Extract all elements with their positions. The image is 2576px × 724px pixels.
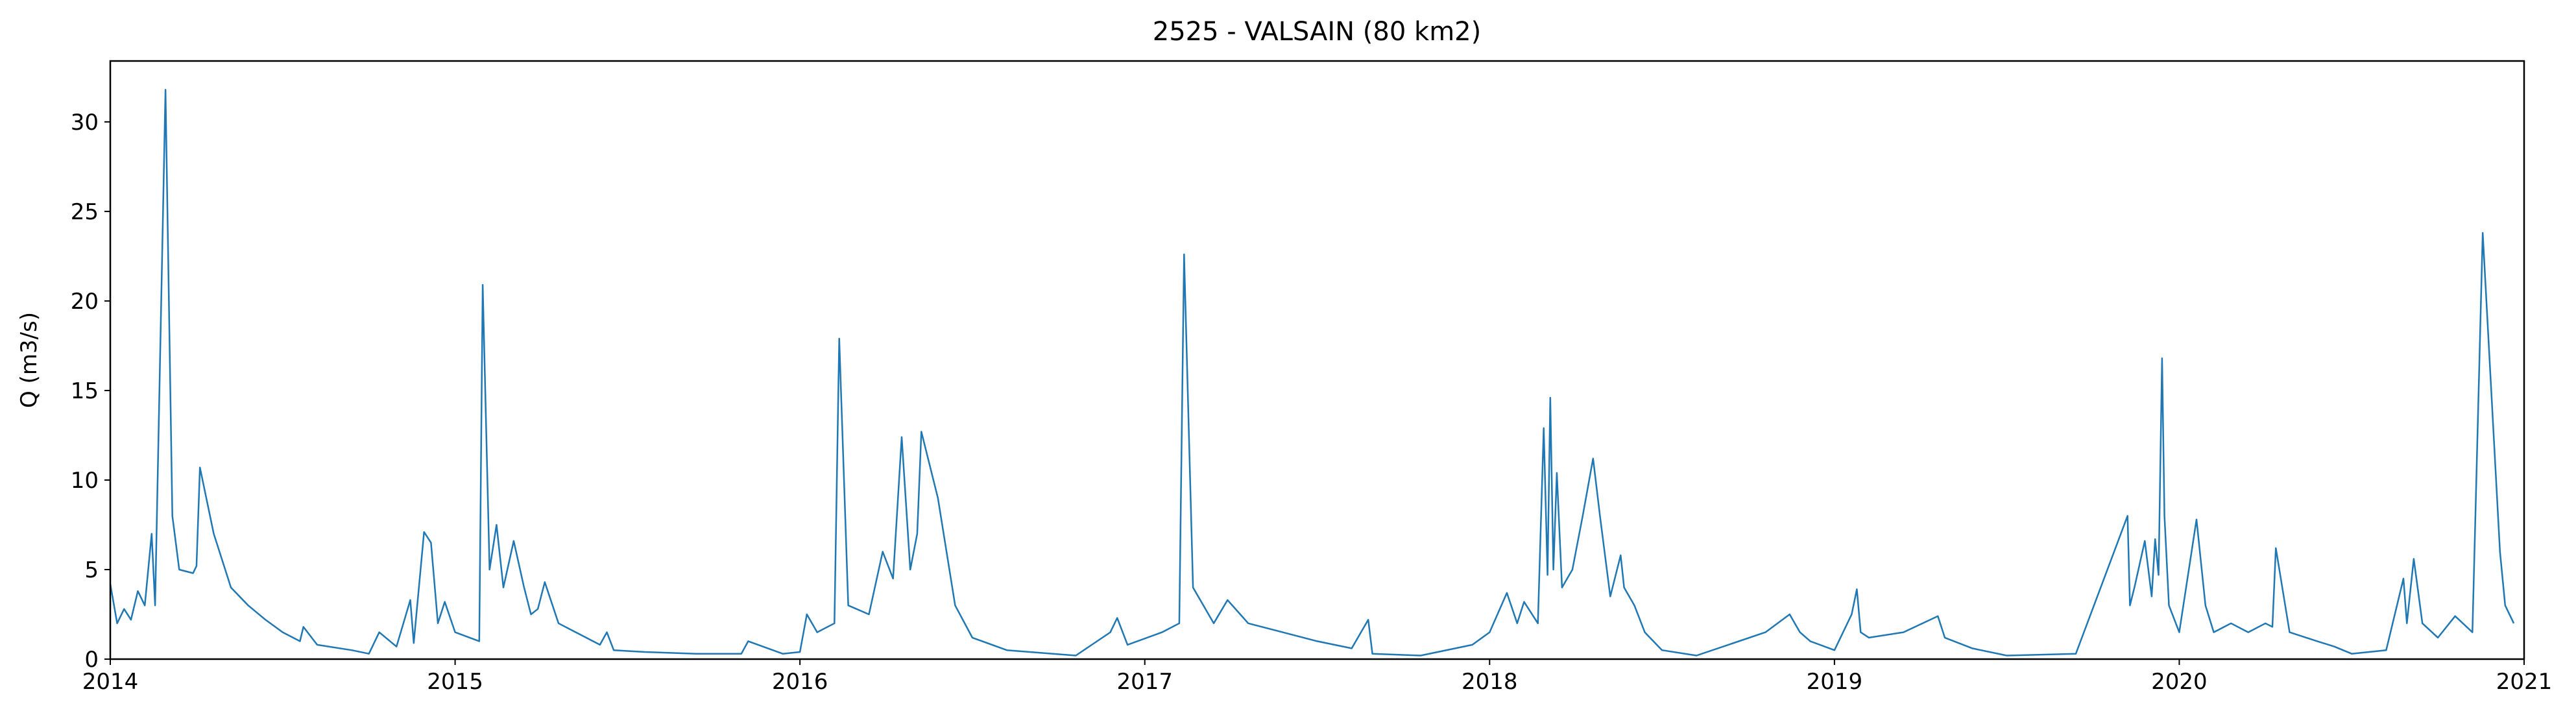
plot-frame [109,60,2525,660]
y-tick-label: 30 [71,110,99,136]
y-tick-label: 15 [71,378,99,404]
y-tick-label: 20 [71,289,99,315]
y-tick-label: 25 [71,199,99,225]
x-tick-label: 2016 [772,669,828,695]
y-tick-label: 5 [84,557,99,583]
x-tick-label: 2019 [1807,669,1863,695]
chart-title: 2525 - VALSAIN (80 km2) [1153,17,1481,47]
x-tick-label: 2021 [2496,669,2553,695]
x-tick-label: 2017 [1116,669,1173,695]
x-tick-label: 2020 [2151,669,2208,695]
x-tick-label: 2015 [427,669,483,695]
flow-line [109,88,2515,657]
x-tick-label: 2018 [1462,669,1518,695]
y-tick-label: 0 [84,647,99,673]
x-tick-label: 2014 [82,669,139,695]
y-tick-label: 10 [71,468,99,494]
y-axis-label: Q (m3/s) [16,312,42,408]
